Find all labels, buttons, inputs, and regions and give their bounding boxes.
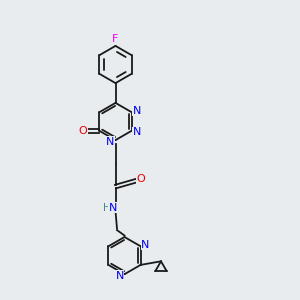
Text: N: N: [116, 271, 124, 281]
Text: N: N: [109, 202, 117, 213]
Text: O: O: [136, 174, 145, 184]
Text: F: F: [112, 34, 119, 44]
Text: N: N: [133, 127, 141, 137]
Text: N: N: [141, 240, 150, 250]
Text: N: N: [106, 136, 114, 147]
Text: O: O: [79, 126, 87, 136]
Text: H: H: [103, 202, 111, 213]
Text: N: N: [133, 106, 141, 116]
